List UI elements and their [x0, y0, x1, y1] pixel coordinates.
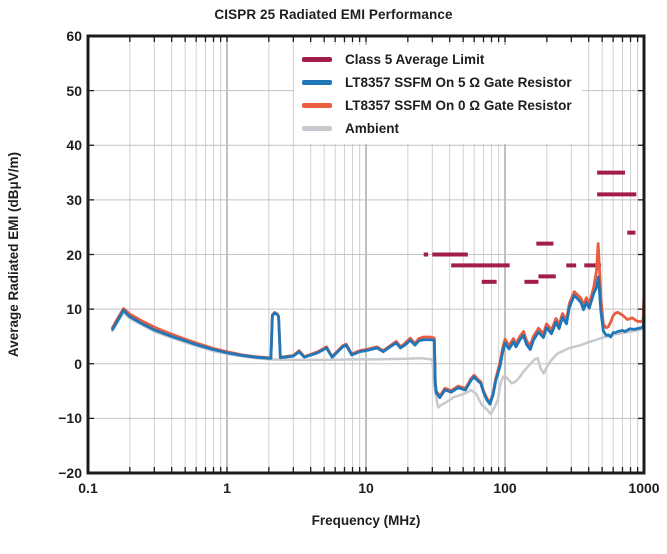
x-tick-label: 1000	[628, 480, 660, 496]
x-tick-label: 100	[493, 480, 517, 496]
y-tick-label: 30	[66, 191, 82, 208]
y-tick-label: 60	[66, 28, 82, 44]
y-tick-label: −20	[58, 465, 82, 481]
legend-item-ssfm-0ohm: LT8357 SSFM On 0 Ω Gate Resistor	[302, 94, 572, 117]
legend-item-ssfm-5ohm: LT8357 SSFM On 5 Ω Gate Resistor	[302, 71, 572, 94]
legend-item-ambient: Ambient	[302, 117, 572, 140]
y-tick-label: 10	[66, 301, 82, 318]
ssfm-5ohm-line-swatch-icon	[302, 80, 332, 85]
x-tick-label: 10	[358, 480, 374, 496]
ambient-line-swatch-icon	[302, 126, 332, 131]
class5-limit-line-swatch-icon	[302, 57, 332, 62]
plot-frame	[86, 34, 646, 475]
y-tick-label: 40	[66, 137, 82, 154]
y-tick-label: 0	[74, 355, 82, 372]
x-axis-title: Frequency (MHz)	[311, 513, 421, 528]
legend-label: Class 5 Average Limit	[345, 51, 485, 67]
ambient-curve	[111, 311, 646, 416]
y-tick-label: −10	[58, 410, 82, 427]
legend-label: LT8357 SSFM On 5 Ω Gate Resistor	[345, 74, 572, 90]
y-axis-title: Average Radiated EMI (dBμV/m)	[0, 36, 26, 473]
chart-title: CISPR 25 Radiated EMI Performance	[214, 7, 453, 22]
legend-label: LT8357 SSFM On 0 Ω Gate Resistor	[345, 97, 572, 113]
plot-area: Class 5 Average Limit LT8357 SSFM On 5 Ω…	[86, 34, 646, 475]
ssfm-0ohm-line-swatch-icon	[302, 103, 332, 108]
ssfm-5ohm-curve	[111, 275, 646, 406]
legend-item-class5-limit: Class 5 Average Limit	[302, 48, 572, 71]
legend: Class 5 Average Limit LT8357 SSFM On 5 Ω…	[294, 45, 582, 144]
y-tick-label: 50	[66, 82, 82, 99]
y-axis-title-text: Average Radiated EMI (dBμV/m)	[5, 151, 21, 358]
ssfm-0ohm-curve	[111, 242, 646, 404]
y-tick-label: 20	[66, 246, 82, 263]
legend-label: Ambient	[345, 120, 399, 136]
x-tick-label: 0.1	[78, 480, 98, 496]
x-tick-label: 1	[223, 480, 231, 496]
